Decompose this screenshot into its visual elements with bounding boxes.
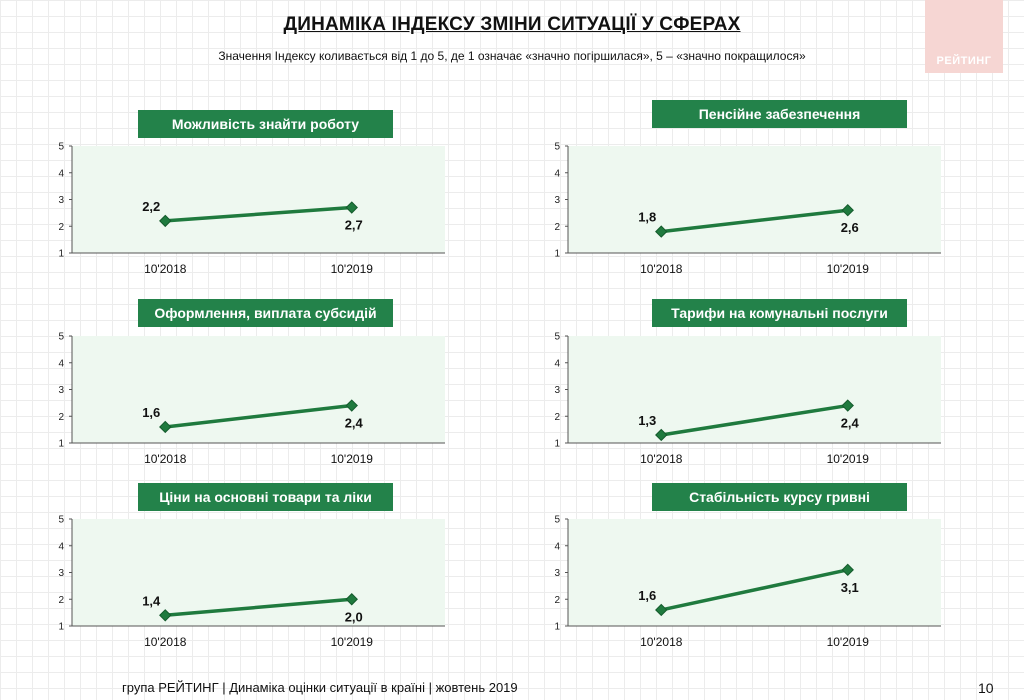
chart-title-goods-prices: Ціни на основні товари та ліки [138,483,393,511]
x-tick-label: 10'2019 [331,262,374,276]
chart-hryvnia-stability: 1 2 3 4 5 10'2018 10'2019 1,6 3,1 [554,515,941,649]
y-tick-label: 5 [58,142,64,153]
y-tick-label: 1 [58,249,64,260]
y-tick-label: 1 [554,622,560,633]
x-tick-label: 10'2018 [144,262,187,276]
x-tick-label: 10'2019 [331,635,374,649]
y-tick-label: 3 [58,195,64,206]
y-tick-label: 2 [58,595,64,606]
y-tick-label: 1 [58,622,64,633]
data-point [159,420,172,434]
data-label: 2,7 [345,218,363,233]
x-tick-label: 10'2018 [144,635,187,649]
data-label: 2,4 [345,416,364,431]
data-point [345,593,358,606]
data-label: 2,0 [345,609,363,624]
data-point [841,203,854,217]
series-line [163,205,354,223]
y-tick-label: 5 [554,142,560,153]
data-point [841,563,854,577]
page-number: 10 [978,680,994,696]
chart-title-utility-tariffs: Тарифи на комунальні послуги [652,299,907,327]
y-tick-label: 4 [554,168,560,179]
data-point [159,214,172,228]
x-tick-label: 10'2018 [144,452,187,466]
data-label: 1,3 [638,413,656,428]
data-point [841,399,854,412]
y-tick-label: 3 [554,385,560,396]
rating-logo: РЕЙТИНГ [925,0,1003,73]
data-label: 1,8 [638,210,656,225]
y-tick-label: 5 [58,515,64,526]
chart-goods-prices: 1 2 3 4 5 10'2018 10'2019 1,4 2,0 [58,515,445,649]
series-line [659,403,850,437]
chart-title-hryvnia-stability: Стабільність курсу гривні [652,483,907,511]
page-title: ДИНАМІКА ІНДЕКСУ ЗМІНИ СИТУАЦІЇ У СФЕРАХ [283,14,741,35]
page-subtitle: Значення Індексу коливається від 1 до 5,… [218,49,806,63]
y-tick-label: 4 [58,358,64,369]
x-tick-label: 10'2018 [640,635,683,649]
logo-text: РЕЙТИНГ [936,55,992,67]
y-tick-label: 4 [58,168,64,179]
y-tick-label: 2 [554,412,560,423]
data-label: 1,6 [638,588,656,603]
data-point [655,603,668,617]
plot-area [72,336,445,443]
y-tick-label: 5 [58,332,64,343]
y-tick-label: 2 [58,222,64,233]
series-line [659,208,850,234]
data-label: 1,6 [142,405,160,420]
data-point [345,399,358,412]
footer-text: група РЕЙТИНГ | Динаміка оцінки ситуації… [122,680,518,695]
x-tick-label: 10'2019 [827,452,870,466]
y-tick-label: 3 [58,568,64,579]
y-tick-label: 4 [554,358,560,369]
y-tick-label: 3 [554,195,560,206]
plot-area [72,519,445,626]
data-label: 2,4 [841,416,860,431]
x-tick-label: 10'2018 [640,262,683,276]
chart-pension: 1 2 3 4 5 10'2018 10'2019 1,8 2,6 [554,142,941,276]
data-label: 2,2 [142,199,160,214]
y-tick-label: 2 [58,412,64,423]
data-point [159,609,172,622]
data-point [655,225,668,238]
y-tick-label: 5 [554,332,560,343]
chart-subsidies: 1 2 3 4 5 10'2018 10'2019 1,6 2,4 [58,332,445,466]
y-tick-label: 4 [554,541,560,552]
series-line [163,597,354,618]
x-tick-label: 10'2019 [331,452,374,466]
data-label: 3,1 [841,580,859,595]
data-point [345,201,358,214]
y-tick-label: 5 [554,515,560,526]
x-tick-label: 10'2018 [640,452,683,466]
chart-job-opportunity: 1 2 3 4 5 10'2018 10'2019 2,2 2,7 [58,142,445,276]
y-tick-label: 2 [554,222,560,233]
y-tick-label: 3 [554,568,560,579]
chart-utility-tariffs: 1 2 3 4 5 10'2018 10'2019 1,3 2,4 [554,332,941,466]
plot-area [72,146,445,253]
plot-area [568,336,941,443]
y-tick-label: 4 [58,541,64,552]
y-tick-label: 2 [554,595,560,606]
x-tick-label: 10'2019 [827,635,870,649]
data-label: 1,4 [142,593,161,608]
plot-area [568,519,941,626]
data-point [655,428,668,442]
plot-area [568,146,941,253]
y-tick-label: 1 [554,439,560,450]
y-tick-label: 1 [58,439,64,450]
y-tick-label: 3 [58,385,64,396]
x-tick-label: 10'2019 [827,262,870,276]
y-tick-label: 1 [554,249,560,260]
data-label: 2,6 [841,220,859,235]
chart-title-subsidies: Оформлення, виплата субсидій [138,299,393,327]
series-line [659,568,850,612]
chart-title-job-opportunity: Можливість знайти роботу [138,110,393,138]
series-line [163,403,354,429]
chart-title-pension: Пенсійне забезпечення [652,100,907,128]
